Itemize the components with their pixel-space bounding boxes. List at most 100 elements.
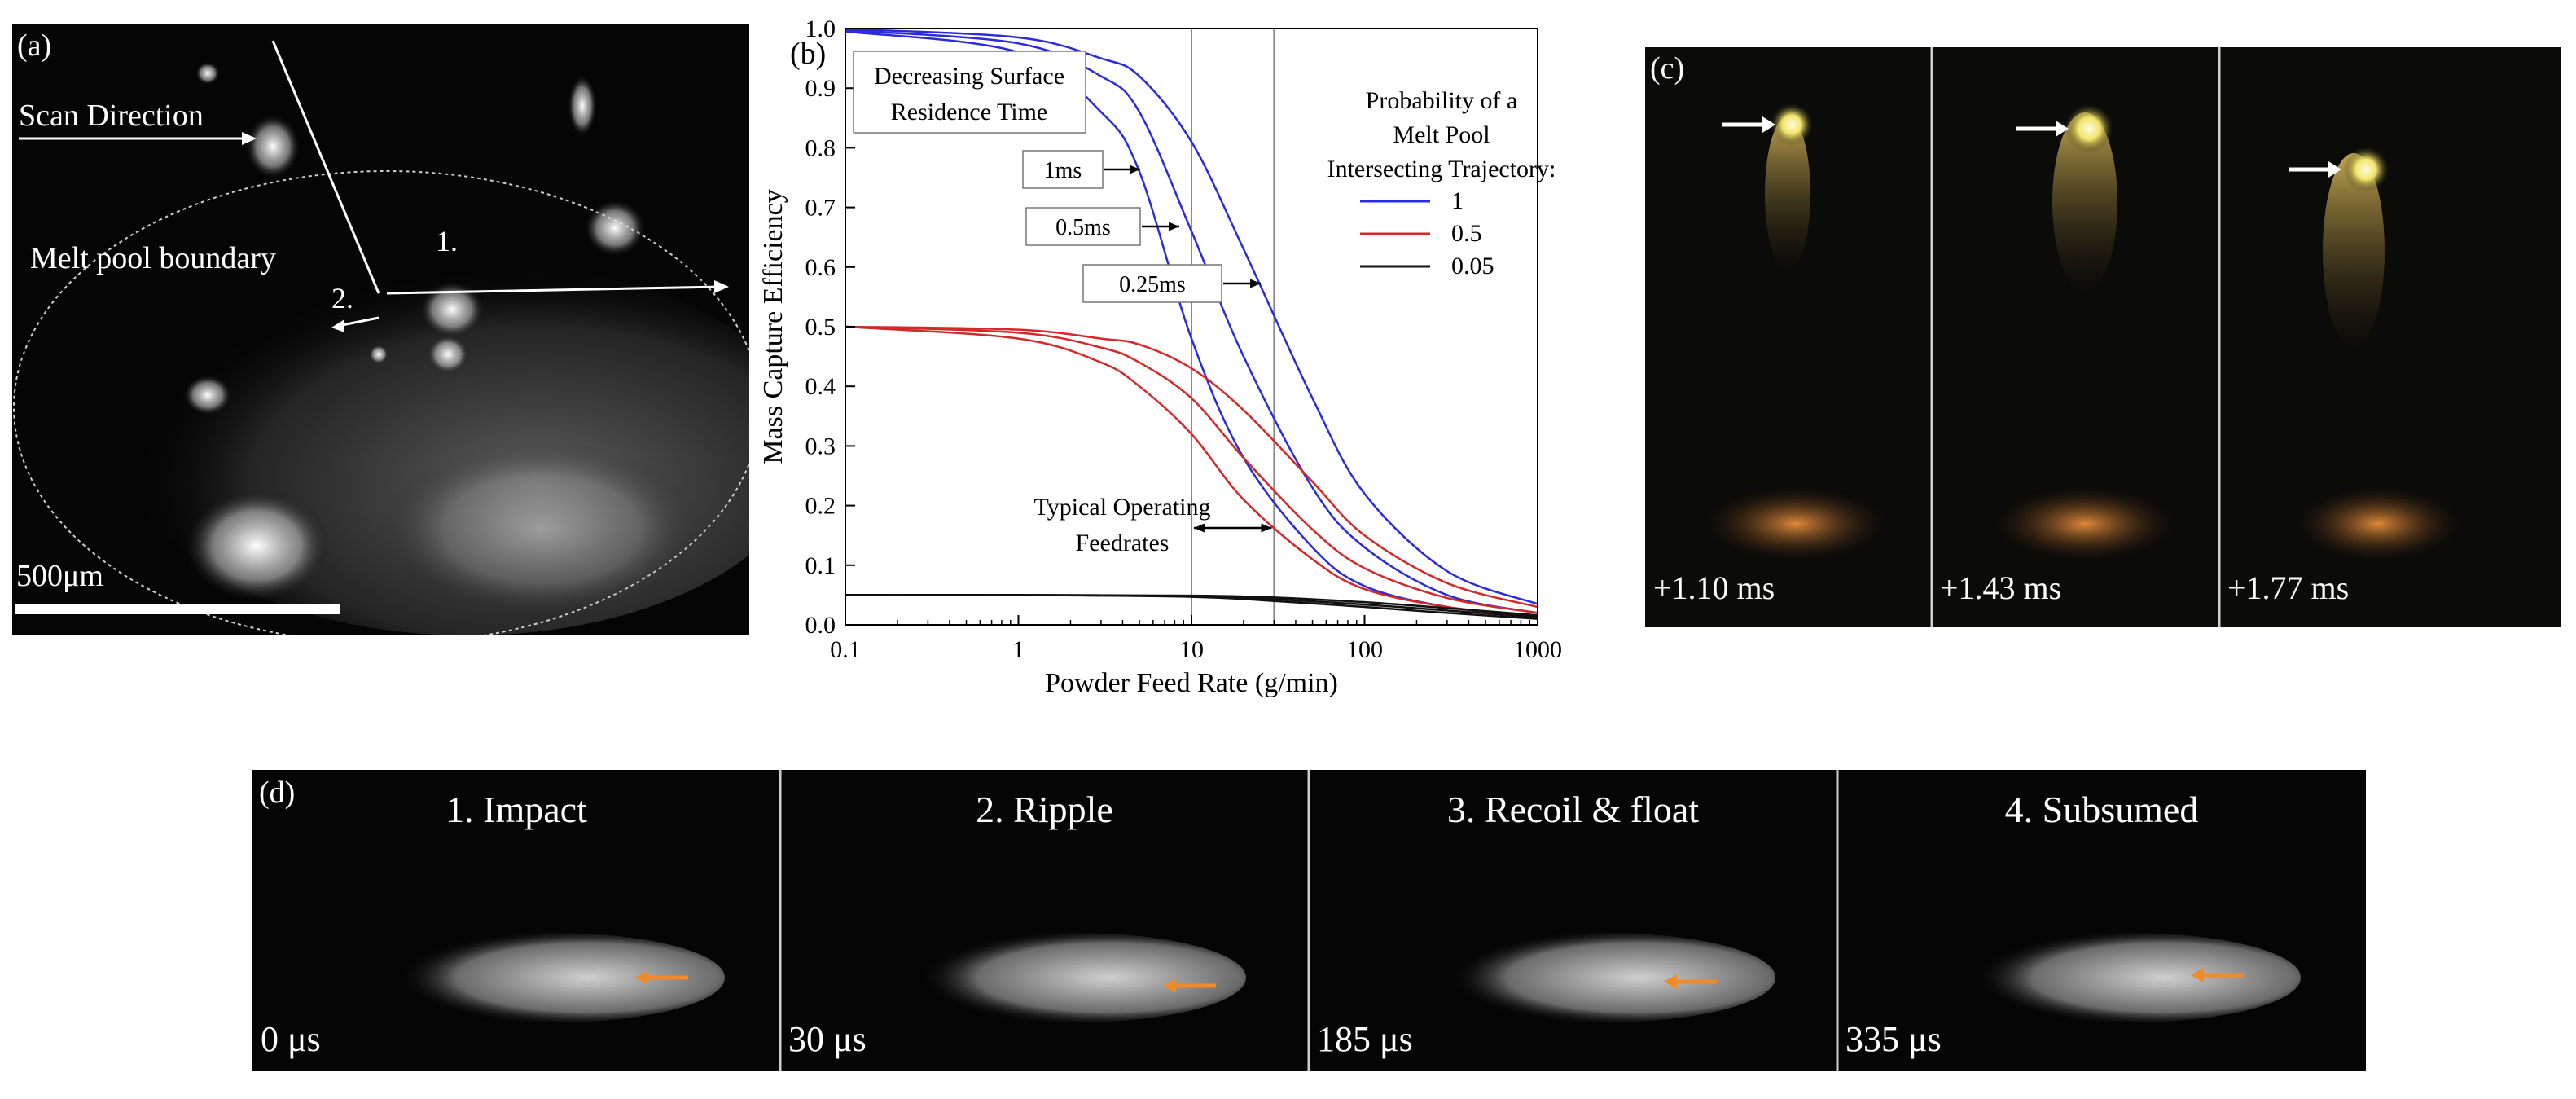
orange-arrow-head-4 xyxy=(2191,968,2204,983)
panel-c-frames xyxy=(1706,47,2460,627)
y-tick-label: 0.3 xyxy=(805,433,836,459)
hot-particle-3 xyxy=(2343,147,2389,192)
box-025ms xyxy=(1082,264,1222,303)
decreasing-text-2: Residence Time xyxy=(891,99,1048,125)
melt-pool-boundary-outline xyxy=(13,170,749,635)
direction-arrowhead-right xyxy=(714,280,729,293)
legend-title-1: Melt Pool xyxy=(1393,121,1490,148)
legend-label-0: 1 xyxy=(1451,187,1464,214)
decreasing-text-1: Decreasing Surface xyxy=(874,63,1064,90)
orange-arrow-head-1 xyxy=(635,970,648,985)
y-tick-label: 0.9 xyxy=(805,75,836,102)
y-tick-label: 0.1 xyxy=(805,552,836,579)
x-tick-label: 10 xyxy=(1179,636,1204,663)
legend-title-2: Intersecting Trajectory: xyxy=(1327,156,1556,182)
x-tick-label: 1 xyxy=(1012,636,1025,663)
pool-d2 xyxy=(904,933,1246,1022)
particle-6 xyxy=(183,375,232,415)
series-line-2 xyxy=(845,28,1538,605)
melt-pool-boundary-label: Melt pool boundary xyxy=(30,241,276,275)
marker-2-label: 2. xyxy=(331,282,353,314)
typical-text-1: Typical Operating xyxy=(1034,494,1211,521)
y-axis-label: Mass Capture Efficiency xyxy=(758,189,788,464)
molten-track-2 xyxy=(1995,487,2174,560)
label-025ms: 0.25ms xyxy=(1119,272,1186,297)
y-tick-label: 1.0 xyxy=(805,15,836,42)
series-line-3 xyxy=(845,325,1538,618)
panel-a-micrograph xyxy=(13,40,749,635)
frame-c2-time: +1.43 ms xyxy=(1940,569,2062,606)
arrow-head-3 xyxy=(2328,161,2341,178)
series-line-4 xyxy=(845,325,1538,614)
pool-d4 xyxy=(1959,933,2301,1022)
legend-label-2: 0.05 xyxy=(1451,253,1494,279)
orange-arrow-head-2 xyxy=(1163,978,1176,993)
plume-3 xyxy=(2323,153,2385,349)
typical-range-arrow-head xyxy=(1261,523,1272,533)
molten-track-1 xyxy=(1706,487,1885,560)
particle-4 xyxy=(419,281,485,338)
direction-arrowhead-left xyxy=(331,319,344,332)
arrow-05ms-head xyxy=(1169,222,1179,231)
x-tick-label: 0.1 xyxy=(830,636,861,663)
panel-c-label: (c) xyxy=(1650,51,1685,86)
arrow-head-1 xyxy=(1762,116,1775,133)
marker-1-label: 1. xyxy=(436,225,458,257)
panel-a-label: (a) xyxy=(17,29,52,63)
frame-c3-time: +1.77 ms xyxy=(2227,569,2350,606)
legend-label-1: 0.5 xyxy=(1451,220,1482,247)
arrow-1ms-head xyxy=(1130,165,1140,174)
x-axis-label: Powder Feed Rate (g/min) xyxy=(1045,668,1338,698)
typical-text-2: Feedrates xyxy=(1076,530,1170,556)
panel-c-image: (c) +1.10 ms +1.43 ms +1.77 ms xyxy=(1645,47,2561,627)
particle-3 xyxy=(584,200,646,257)
scale-bar xyxy=(15,604,340,614)
frame-d3-title: 3. Recoil & float xyxy=(1446,789,1700,830)
arrow-head-2 xyxy=(2056,121,2069,137)
spatter-bright-1 xyxy=(183,489,330,603)
series-line-5 xyxy=(845,325,1538,609)
particle-5 xyxy=(427,335,469,374)
scan-direction-label: Scan Direction xyxy=(19,99,204,133)
panel-d-image: (d) 1. Impact 2. Ripple 3. Recoil & floa… xyxy=(252,770,2366,1071)
legend-title-0: Probability of a xyxy=(1366,87,1518,114)
box-05ms xyxy=(1025,207,1141,246)
particle-7 xyxy=(195,62,220,85)
y-tick-label: 0.6 xyxy=(805,254,836,281)
direction-line-right xyxy=(386,285,722,295)
plume-2 xyxy=(2052,112,2117,292)
panel-d-label: (d) xyxy=(259,776,296,810)
x-tick-label: 100 xyxy=(1346,636,1383,663)
hot-particle-2 xyxy=(2065,104,2113,153)
x-tick-label: 1000 xyxy=(1513,636,1562,663)
mass-capture-chart: 0.1 1 10 100 10000.00.10.20.30.40.50.60.70.8… xyxy=(758,15,1562,698)
frame-d3-time: 185 μs xyxy=(1317,1019,1413,1059)
label-05ms: 0.5ms xyxy=(1055,215,1111,240)
box-1ms xyxy=(1022,150,1104,189)
y-tick-label: 0.2 xyxy=(805,493,836,520)
y-tick-label: 0.8 xyxy=(805,134,836,161)
frame-d4-time: 335 μs xyxy=(1845,1019,1942,1059)
pool-d3 xyxy=(1433,933,1775,1022)
y-tick-label: 0.7 xyxy=(805,195,836,222)
frame-d2-title: 2. Ripple xyxy=(976,789,1113,830)
y-tick-label: 0.4 xyxy=(805,373,836,400)
y-tick-label: 0.5 xyxy=(805,314,836,341)
particle-1 xyxy=(245,114,301,179)
scale-bar-label: 500μm xyxy=(16,559,103,593)
plume-1 xyxy=(1765,116,1810,271)
label-1ms: 1ms xyxy=(1044,158,1082,183)
pool-d1 xyxy=(383,933,725,1022)
panel-b-label: (b) xyxy=(790,37,826,71)
molten-track-3 xyxy=(2297,487,2460,560)
hot-particle-1 xyxy=(1771,103,1813,146)
typical-range-arrow-head xyxy=(1194,523,1205,533)
trajectory-line xyxy=(271,40,380,294)
panel-d-frames xyxy=(383,770,2301,1071)
frame-d2-time: 30 μs xyxy=(788,1019,867,1059)
panel-a-image: (a) Scan Direction Melt pool boundary 1.… xyxy=(12,24,749,635)
arrow-025ms-head xyxy=(1250,279,1261,288)
scan-direction-arrowhead xyxy=(242,132,257,145)
spatter-bright-2 xyxy=(379,440,704,619)
series-line-8 xyxy=(845,594,1538,617)
